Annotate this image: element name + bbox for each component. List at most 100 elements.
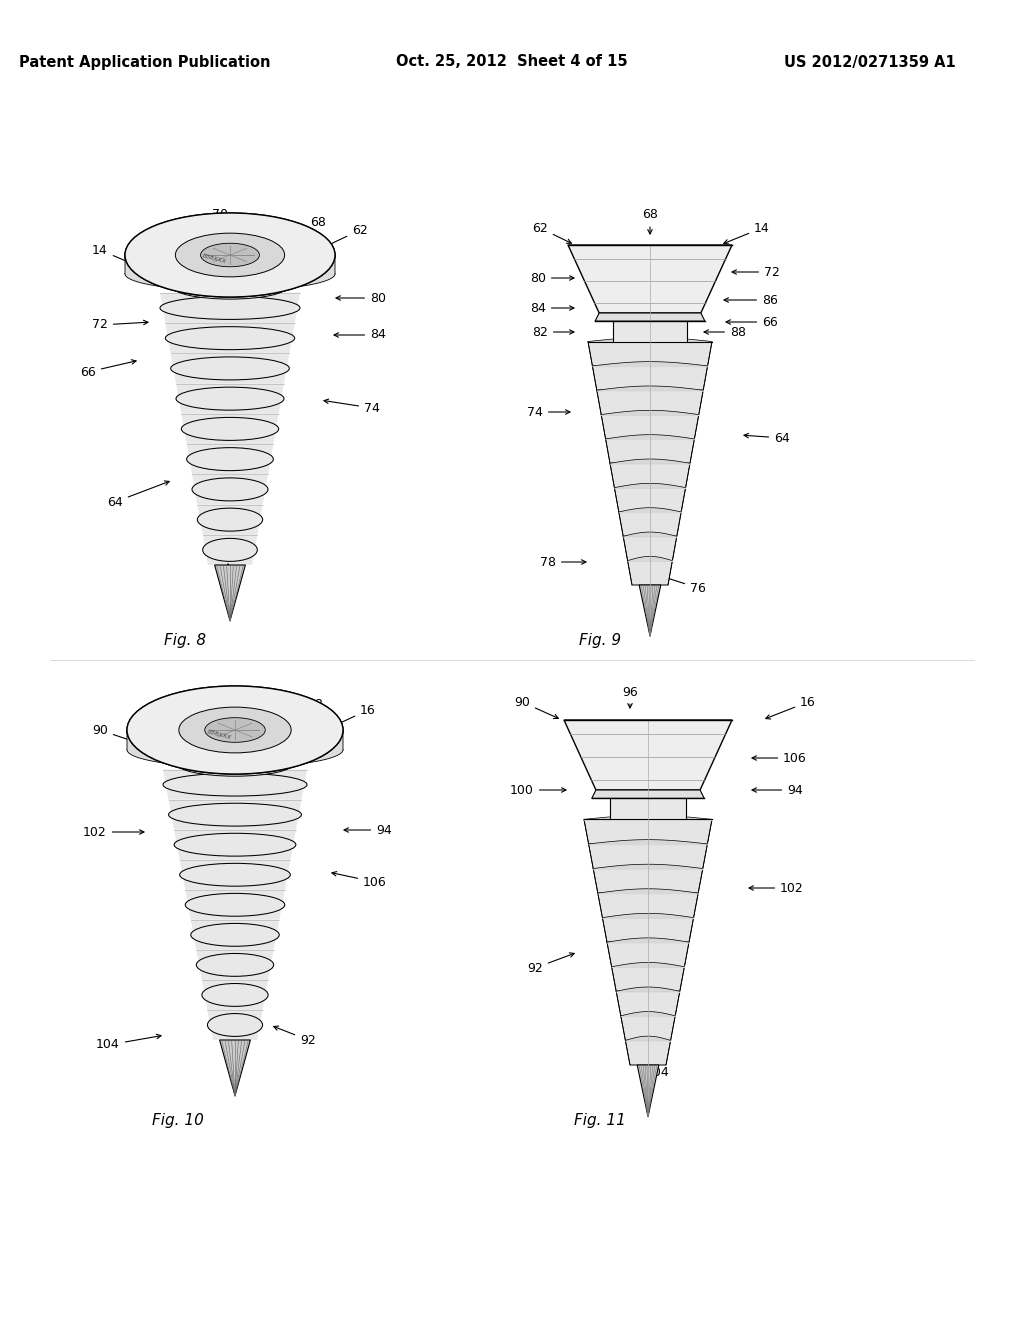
Text: Patent Application Publication: Patent Application Publication bbox=[19, 54, 270, 70]
Polygon shape bbox=[215, 565, 246, 620]
Text: 68: 68 bbox=[642, 209, 658, 234]
Text: 96: 96 bbox=[623, 685, 638, 708]
Ellipse shape bbox=[202, 983, 268, 1006]
Text: 78: 78 bbox=[540, 556, 586, 569]
Ellipse shape bbox=[208, 1014, 262, 1036]
Ellipse shape bbox=[125, 213, 335, 297]
Polygon shape bbox=[624, 536, 677, 561]
Text: 90: 90 bbox=[514, 696, 558, 718]
Polygon shape bbox=[614, 487, 686, 512]
Polygon shape bbox=[616, 991, 680, 1016]
Polygon shape bbox=[193, 474, 268, 504]
Polygon shape bbox=[593, 366, 708, 391]
Ellipse shape bbox=[172, 275, 288, 300]
Polygon shape bbox=[169, 800, 301, 830]
Text: 82: 82 bbox=[532, 326, 574, 338]
Text: 102: 102 bbox=[749, 882, 804, 895]
Text: 92: 92 bbox=[273, 1026, 315, 1047]
Polygon shape bbox=[589, 843, 708, 869]
Text: 66: 66 bbox=[726, 315, 778, 329]
Polygon shape bbox=[165, 323, 295, 354]
Ellipse shape bbox=[193, 478, 268, 500]
Polygon shape bbox=[127, 730, 343, 774]
Text: B38XXX: B38XXX bbox=[202, 253, 227, 265]
Polygon shape bbox=[125, 255, 335, 297]
Text: 98: 98 bbox=[282, 697, 323, 722]
Text: 62: 62 bbox=[532, 222, 571, 243]
Ellipse shape bbox=[197, 953, 273, 977]
Text: 66: 66 bbox=[80, 360, 136, 379]
Polygon shape bbox=[163, 770, 307, 800]
Ellipse shape bbox=[181, 417, 279, 441]
Ellipse shape bbox=[171, 356, 290, 380]
Text: 80: 80 bbox=[530, 272, 574, 285]
Ellipse shape bbox=[179, 708, 291, 752]
Ellipse shape bbox=[176, 387, 284, 411]
Polygon shape bbox=[197, 950, 273, 979]
Text: Fig. 10: Fig. 10 bbox=[152, 1113, 204, 1127]
Ellipse shape bbox=[198, 508, 263, 531]
Polygon shape bbox=[185, 890, 285, 920]
Text: 64: 64 bbox=[744, 432, 790, 445]
Text: Oct. 25, 2012  Sheet 4 of 15: Oct. 25, 2012 Sheet 4 of 15 bbox=[396, 54, 628, 70]
Text: 102: 102 bbox=[83, 825, 144, 838]
Ellipse shape bbox=[163, 774, 307, 796]
Polygon shape bbox=[171, 354, 290, 384]
Text: 76: 76 bbox=[662, 576, 706, 594]
Polygon shape bbox=[601, 414, 698, 440]
Text: 94: 94 bbox=[344, 824, 392, 837]
Text: 74: 74 bbox=[324, 399, 380, 414]
Ellipse shape bbox=[203, 539, 257, 561]
Text: 106: 106 bbox=[752, 751, 807, 764]
Ellipse shape bbox=[205, 718, 265, 742]
Text: 14: 14 bbox=[724, 222, 770, 244]
Polygon shape bbox=[181, 413, 279, 444]
Text: 100: 100 bbox=[510, 784, 566, 796]
Polygon shape bbox=[598, 894, 698, 917]
Text: US 2012/0271359 A1: US 2012/0271359 A1 bbox=[784, 54, 955, 70]
Polygon shape bbox=[568, 246, 732, 313]
Polygon shape bbox=[605, 440, 694, 463]
Ellipse shape bbox=[175, 234, 285, 277]
Ellipse shape bbox=[174, 833, 296, 857]
Polygon shape bbox=[186, 444, 273, 474]
Polygon shape bbox=[208, 1010, 262, 1040]
Ellipse shape bbox=[185, 894, 285, 916]
Polygon shape bbox=[639, 585, 660, 636]
Polygon shape bbox=[203, 535, 257, 565]
Ellipse shape bbox=[127, 686, 343, 774]
Text: 106: 106 bbox=[332, 871, 387, 888]
Text: 76: 76 bbox=[220, 564, 236, 589]
Polygon shape bbox=[584, 820, 712, 843]
Polygon shape bbox=[588, 342, 712, 366]
Ellipse shape bbox=[201, 243, 259, 267]
Polygon shape bbox=[179, 859, 291, 890]
Polygon shape bbox=[176, 384, 284, 413]
Polygon shape bbox=[595, 313, 705, 321]
Text: 92: 92 bbox=[527, 953, 574, 974]
Text: 68: 68 bbox=[289, 215, 326, 240]
Polygon shape bbox=[593, 869, 702, 894]
Polygon shape bbox=[190, 920, 280, 950]
Text: 96: 96 bbox=[214, 692, 229, 714]
Ellipse shape bbox=[127, 686, 343, 774]
Ellipse shape bbox=[169, 804, 301, 826]
Text: Fig. 8: Fig. 8 bbox=[164, 632, 206, 648]
Ellipse shape bbox=[179, 863, 291, 886]
Text: 84: 84 bbox=[530, 301, 574, 314]
Ellipse shape bbox=[165, 326, 295, 350]
Text: 70: 70 bbox=[212, 209, 228, 234]
Text: 72: 72 bbox=[732, 265, 780, 279]
Text: B38XXX: B38XXX bbox=[206, 729, 231, 741]
Text: 86: 86 bbox=[724, 293, 778, 306]
Polygon shape bbox=[202, 979, 268, 1010]
Text: Fig. 9: Fig. 9 bbox=[579, 632, 622, 648]
Text: 16: 16 bbox=[766, 696, 816, 719]
Polygon shape bbox=[626, 1040, 671, 1065]
Text: 104: 104 bbox=[96, 1035, 161, 1052]
Text: 74: 74 bbox=[527, 405, 570, 418]
Polygon shape bbox=[564, 719, 732, 789]
Text: 62: 62 bbox=[322, 223, 368, 248]
Text: 80: 80 bbox=[336, 292, 386, 305]
Polygon shape bbox=[618, 512, 681, 536]
